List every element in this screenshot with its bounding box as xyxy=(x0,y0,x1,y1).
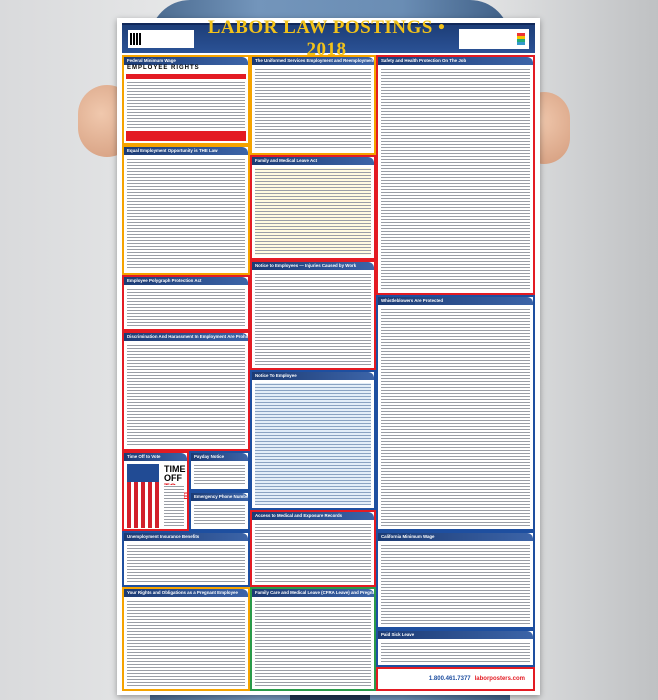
section-osha: Safety and Health Protection On The Job xyxy=(376,55,535,295)
section-heading: Time Off to Vote xyxy=(124,453,187,461)
section-heading: Notice to Employees — Injuries Caused by… xyxy=(252,262,374,270)
poster-footer: 1.800.461.7377 laborposters.com xyxy=(376,667,535,691)
section-unemployment: Unemployment Insurance Benefits xyxy=(122,531,250,587)
color-legend xyxy=(459,29,529,49)
section-heading: Discrimination And Harassment In Employm… xyxy=(124,333,248,341)
section-heading: Your Rights and Obligations as a Pregnan… xyxy=(124,589,248,597)
section-heading: Equal Employment Opportunity is THE Law xyxy=(124,147,248,155)
section-cfra: Family Care and Medical Leave (CFRA Leav… xyxy=(250,587,376,691)
section-pregnant-employee: Your Rights and Obligations as a Pregnan… xyxy=(122,587,250,691)
section-heading: Family Care and Medical Leave (CFRA Leav… xyxy=(252,589,374,597)
section-emergency-numbers: Emergency Phone Numbers xyxy=(189,491,250,531)
section-userra: The Uniformed Services Employment and Re… xyxy=(250,55,376,155)
wage-footer-bar xyxy=(126,131,246,141)
section-federal-minimum-wage: Federal Minimum Wage EMPLOYEE RIGHTS xyxy=(122,55,250,145)
poster-title: LABOR LAW POSTINGS • 2018 xyxy=(207,17,446,60)
section-fmla: Family and Medical Leave Act xyxy=(250,155,376,260)
section-heading: Unemployment Insurance Benefits xyxy=(124,533,248,541)
section-polygraph: Employee Polygraph Protection Act xyxy=(122,275,250,331)
section-heading: Safety and Health Protection On The Job xyxy=(378,57,533,65)
footer-site: laborposters.com xyxy=(474,676,525,682)
footer-phone: 1.800.461.7377 xyxy=(428,676,471,682)
wage-bar xyxy=(126,74,246,79)
section-heading: Notice To Employee xyxy=(252,372,374,380)
poster-banner: LABOR LAW POSTINGS • 2018 xyxy=(122,17,535,60)
section-discrimination: Discrimination And Harassment In Employm… xyxy=(122,331,250,451)
section-eeo: Equal Employment Opportunity is THE Law xyxy=(122,145,250,275)
section-time-off-to-vote: Time Off to Vote TIME OFFTO VOTE xyxy=(122,451,189,531)
section-heading: Payday Notice xyxy=(191,453,248,461)
qr-code xyxy=(128,30,194,48)
section-medical-records: Access to Medical and Exposure Records xyxy=(250,510,376,587)
employee-rights-heading: EMPLOYEE RIGHTS xyxy=(127,65,200,71)
jeans xyxy=(290,690,370,700)
section-heading: Whistleblowers Are Protected xyxy=(378,297,533,305)
section-paid-sick-leave: Paid Sick Leave xyxy=(376,629,535,667)
section-ca-minimum-wage: California Minimum Wage xyxy=(376,531,535,629)
section-whistleblowers: Whistleblowers Are Protected xyxy=(376,295,535,531)
labor-law-poster: LABOR LAW POSTINGS • 2018 Federal Minimu… xyxy=(117,17,540,695)
vote-heading: TIME OFF xyxy=(164,464,186,483)
section-heading: Emergency Phone Numbers xyxy=(191,493,248,501)
section-heading: The Uniformed Services Employment and Re… xyxy=(252,57,374,65)
section-heading: Paid Sick Leave xyxy=(378,631,533,639)
section-notice-to-employee: Notice To Employee xyxy=(250,370,376,510)
section-payday-notice: Payday Notice xyxy=(189,451,250,491)
ballot-box-image xyxy=(127,464,159,528)
section-heading: Access to Medical and Exposure Records xyxy=(252,512,374,520)
section-heading: Family and Medical Leave Act xyxy=(252,157,374,165)
section-injuries-notice: Notice to Employees — Injuries Caused by… xyxy=(250,260,376,370)
section-heading: Employee Polygraph Protection Act xyxy=(124,277,248,285)
section-heading: Federal Minimum Wage xyxy=(124,57,248,65)
section-heading: California Minimum Wage xyxy=(378,533,533,541)
